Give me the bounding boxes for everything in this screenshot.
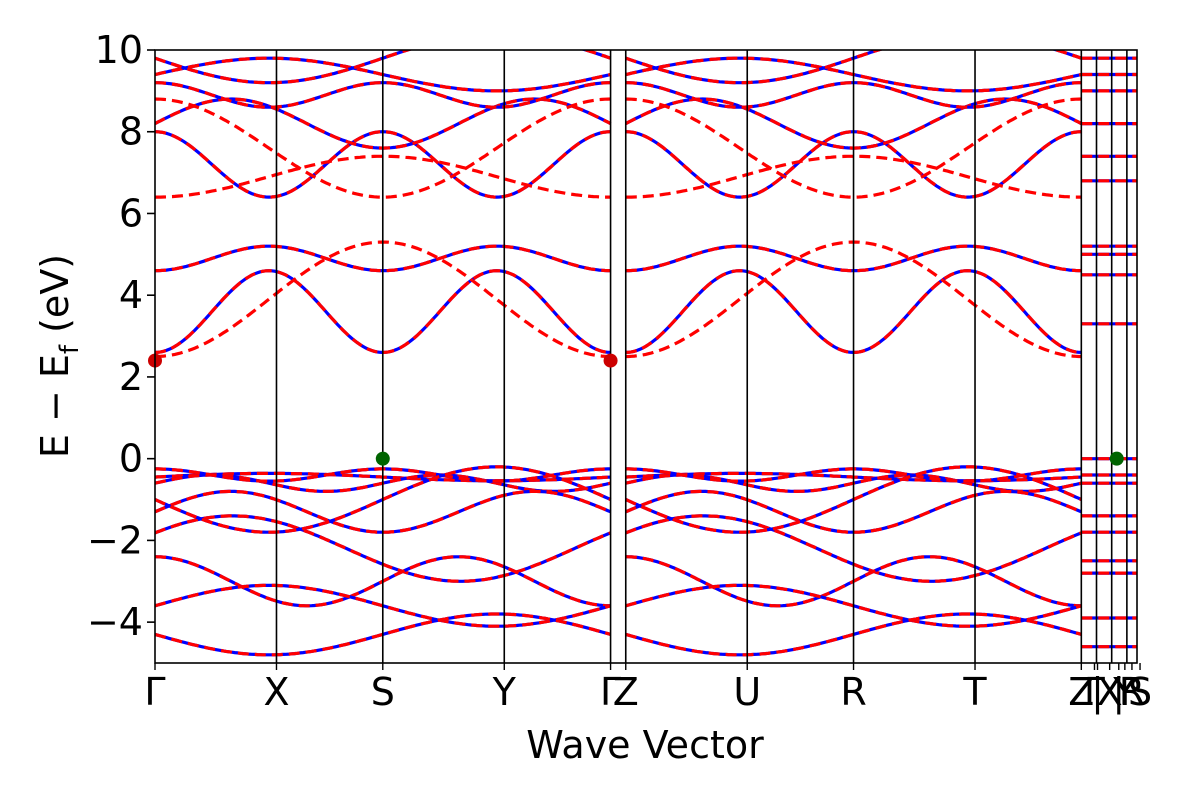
band-line-dashed [625, 154, 1082, 199]
x-tick-label: S [1128, 670, 1152, 714]
y-tick-label: −2 [87, 518, 143, 562]
band-edge-marker [375, 451, 390, 466]
x-tick-label: | [1091, 670, 1104, 715]
y-ticks: −4 −2 0 2 4 6 8 10 [87, 28, 155, 644]
band-line-dashed [155, 50, 612, 85]
band-line-dashed [155, 583, 612, 628]
band-edge-marker [603, 353, 618, 368]
svg-text:E − Ef (eV): E − Ef (eV) [33, 254, 85, 458]
x-tick-label: U [733, 670, 761, 714]
y-tick-label: 4 [119, 273, 143, 317]
x-tick-label: T [962, 670, 987, 714]
high-symmetry-lines [275, 50, 1128, 663]
band-line-dashed [625, 269, 1082, 355]
band-line-dashed [155, 154, 611, 199]
x-tick-label: X [1097, 670, 1123, 714]
y-tick-label: 10 [95, 28, 143, 72]
band-line-dashed [155, 130, 611, 199]
band-line-dashed [625, 50, 1082, 85]
y-axis-label-main: E − E [33, 354, 77, 458]
x-tick-label: X [263, 670, 289, 714]
x-tick-label: Y [1112, 670, 1137, 714]
x-tick-label: Y [492, 670, 517, 714]
band-line-dashed [155, 244, 611, 273]
x-tick-label: R [1119, 670, 1145, 714]
band-line-dashed [625, 81, 1082, 109]
x-tick-label: | [1112, 670, 1125, 715]
x-tick-label: Γ [600, 670, 621, 714]
y-tick-label: 8 [119, 110, 143, 154]
x-tick-label: Z [613, 670, 639, 714]
y-tick-label: 0 [119, 437, 143, 481]
y-tick-label: −4 [87, 600, 143, 644]
y-tick-label: 6 [119, 191, 143, 235]
x-tick-label: Γ [1084, 670, 1105, 714]
band-line-dashed [625, 244, 1082, 273]
band-line-dashed [155, 269, 611, 355]
band-line-dashed [625, 489, 1082, 534]
y-axis-label: E − Ef (eV) [33, 254, 85, 458]
y-tick-label: 2 [119, 355, 143, 399]
x-ticks: Γ X S Y ΓZ U R T ZΓX| |YRS [144, 663, 1152, 715]
y-axis-label-sub: f [55, 344, 85, 354]
x-axis-label: Wave Vector [526, 723, 764, 767]
x-tick-label: R [840, 670, 866, 714]
band-line-dashed [625, 583, 1082, 628]
band-line-dashed [155, 81, 611, 109]
band-line-dashed [155, 612, 612, 657]
x-tick-label: Z [1068, 670, 1094, 714]
x-tick-label: Γ [144, 670, 165, 714]
band-line-dashed [625, 612, 1082, 657]
plot-frame [154, 49, 1138, 664]
band-line-dashed [155, 489, 612, 534]
x-tick-label: S [371, 670, 395, 714]
band-edge-marker [1109, 451, 1124, 466]
y-axis-label-tail: (eV) [33, 254, 77, 345]
band-line-dashed [625, 130, 1082, 199]
